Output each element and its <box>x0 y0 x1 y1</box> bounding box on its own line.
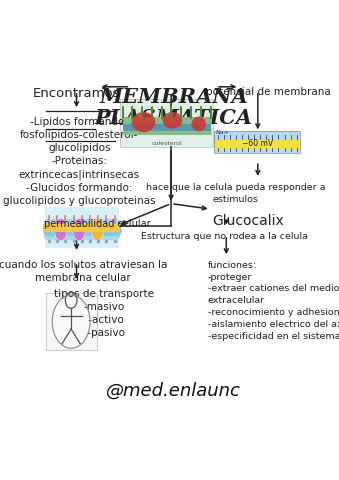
Ellipse shape <box>91 218 104 241</box>
Ellipse shape <box>55 218 67 241</box>
Bar <box>45 207 119 248</box>
Text: @med.enlaunc: @med.enlaunc <box>106 381 241 399</box>
Text: MEMBRANA
PLASMATICA: MEMBRANA PLASMATICA <box>95 87 253 128</box>
Text: Encontramos: Encontramos <box>33 87 120 100</box>
Bar <box>215 131 300 139</box>
Bar <box>215 139 300 148</box>
Text: cuando los solutos atraviesan la
membrana celular: cuando los solutos atraviesan la membran… <box>0 260 167 283</box>
Ellipse shape <box>192 117 206 132</box>
Text: -Lipidos formando:
fosfolipidos-colesterol-
glucolipidos
-Proteinas:
extrincecas: -Lipidos formando: fosfolipidos-colester… <box>3 117 156 206</box>
Ellipse shape <box>132 112 155 132</box>
Ellipse shape <box>73 218 85 241</box>
Ellipse shape <box>163 112 182 129</box>
Text: funciones:
-proteger
-extraer cationes del medio
extracelular
-reconocimiento y : funciones: -proteger -extraer cationes d… <box>208 261 339 341</box>
Text: potencial de membrana: potencial de membrana <box>206 87 331 97</box>
Text: −60 mV: −60 mV <box>242 139 273 148</box>
Bar <box>215 131 300 153</box>
Bar <box>120 99 213 147</box>
Bar <box>215 148 300 153</box>
Text: Glucocalix: Glucocalix <box>212 214 284 228</box>
Text: Estructura que no rodea a la celula: Estructura que no rodea a la celula <box>141 232 308 241</box>
Text: permeabilidad celular: permeabilidad celular <box>44 219 150 229</box>
Bar <box>43 224 120 232</box>
Text: hace que la celula pueda responder a
estimulos: hace que la celula pueda responder a est… <box>146 183 325 204</box>
Bar <box>45 293 97 350</box>
Text: colesterol: colesterol <box>151 141 182 146</box>
Text: Na+: Na+ <box>216 131 230 135</box>
Text: tipos de transporte
-masivo
 -activo
 -pasivo: tipos de transporte -masivo -activo -pas… <box>54 288 154 338</box>
